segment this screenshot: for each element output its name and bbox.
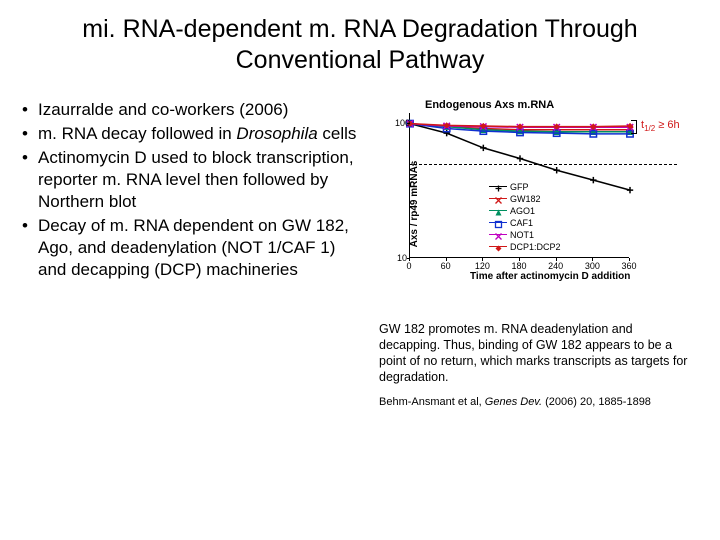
xtick-mark xyxy=(519,258,520,261)
xtick-label: 60 xyxy=(434,261,458,271)
xtick-label: 0 xyxy=(397,261,421,271)
bullet-item: Actinomycin D used to block transcriptio… xyxy=(22,147,357,213)
decay-chart: Endogenous Axs m.RNA Axs / rp49 mRNAs Ti… xyxy=(375,99,700,309)
legend-item: AGO1 xyxy=(489,205,561,217)
citation: Behm-Ansmant et al, Genes Dev. (2006) 20… xyxy=(375,396,700,408)
bullet-item: Decay of m. RNA dependent on GW 182, Ago… xyxy=(22,215,357,281)
ytick-mark xyxy=(407,123,410,124)
legend-label: AGO1 xyxy=(510,205,535,217)
figure-caption: GW 182 promotes m. RNA deadenylation and… xyxy=(375,321,700,386)
ytick-label: 100 xyxy=(395,118,407,128)
citation-post: (2006) 20, 1885-1898 xyxy=(542,396,651,408)
bullet-column: Izaurralde and co-workers (2006)m. RNA d… xyxy=(22,99,357,408)
figure-column: Endogenous Axs m.RNA Axs / rp49 mRNAs Ti… xyxy=(375,99,700,408)
chart-legend: GFPGW182AGO1CAF1NOT1DCP1:DCP2 xyxy=(489,181,561,253)
xtick-mark xyxy=(556,258,557,261)
legend-item: DCP1:DCP2 xyxy=(489,241,561,253)
dashed-halflife-line xyxy=(409,164,677,165)
legend-label: GW182 xyxy=(510,193,541,205)
content-row: Izaurralde and co-workers (2006)m. RNA d… xyxy=(0,81,720,408)
citation-journal: Genes Dev. xyxy=(485,396,542,408)
legend-item: GFP xyxy=(489,181,561,193)
bullet-item: Izaurralde and co-workers (2006) xyxy=(22,99,357,121)
legend-label: CAF1 xyxy=(510,217,533,229)
bullet-list: Izaurralde and co-workers (2006)m. RNA d… xyxy=(22,99,357,282)
xtick-mark xyxy=(409,258,410,261)
legend-item: NOT1 xyxy=(489,229,561,241)
chart-xlabel: Time after actinomycin D addition xyxy=(470,271,630,282)
legend-label: NOT1 xyxy=(510,229,534,241)
xtick-label: 360 xyxy=(617,261,641,271)
xtick-label: 300 xyxy=(580,261,604,271)
legend-label: DCP1:DCP2 xyxy=(510,241,561,253)
chart-title: Endogenous Axs m.RNA xyxy=(425,99,554,111)
xtick-label: 240 xyxy=(544,261,568,271)
xtick-label: 120 xyxy=(470,261,494,271)
xtick-mark xyxy=(592,258,593,261)
legend-label: GFP xyxy=(510,181,529,193)
page-title: mi. RNA-dependent m. RNA Degradation Thr… xyxy=(0,0,720,81)
citation-pre: Behm-Ansmant et al, xyxy=(379,396,485,408)
xtick-mark xyxy=(629,258,630,261)
bracket-upper xyxy=(631,120,637,134)
legend-item: GW182 xyxy=(489,193,561,205)
legend-item: CAF1 xyxy=(489,217,561,229)
xtick-mark xyxy=(482,258,483,261)
bullet-item: m. RNA decay followed in Drosophila cell… xyxy=(22,123,357,145)
xtick-mark xyxy=(446,258,447,261)
xtick-label: 180 xyxy=(507,261,531,271)
annotation-upper: t1/2 ≥ 6h xyxy=(641,119,680,133)
